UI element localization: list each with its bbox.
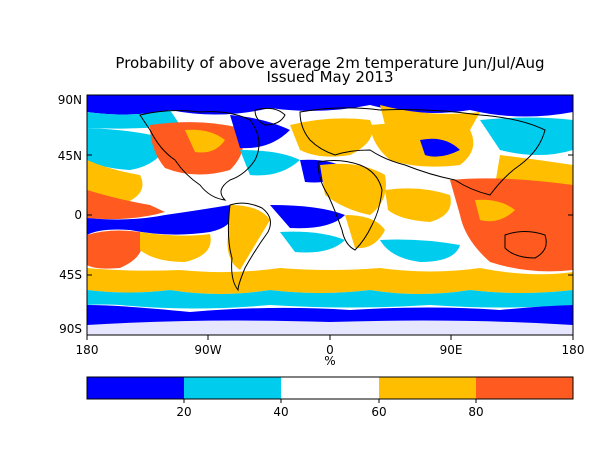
lat-label-90n: 90N bbox=[58, 93, 82, 107]
colorbar-bin-60-80 bbox=[379, 377, 476, 399]
title-line1: Probability of above average 2m temperat… bbox=[115, 54, 544, 72]
unit-label: % bbox=[324, 354, 335, 368]
lon-label-180e: 180 bbox=[562, 343, 585, 357]
colorbar-tick-80: 80 bbox=[468, 405, 483, 419]
colorbar-bin-0-20 bbox=[87, 377, 184, 399]
colorbar-bin-20-40 bbox=[184, 377, 281, 399]
lon-label-0: 0 bbox=[326, 343, 334, 357]
colorbar: 20 40 60 80 bbox=[86, 376, 574, 419]
colorbar-tick-20: 20 bbox=[176, 405, 191, 419]
lat-label-0: 0 bbox=[74, 208, 82, 222]
colorbar-tick-40: 40 bbox=[273, 405, 288, 419]
colorbar-bin-80-100 bbox=[476, 377, 573, 399]
lon-label-90e: 90E bbox=[440, 343, 463, 357]
lat-label-45n: 45N bbox=[58, 149, 82, 163]
probability-map bbox=[87, 95, 573, 335]
lon-label-180w: 180 bbox=[76, 343, 99, 357]
title-line2: Issued May 2013 bbox=[266, 68, 393, 86]
lat-label-45s: 45S bbox=[59, 268, 82, 282]
colorbar-tick-60: 60 bbox=[371, 405, 386, 419]
colorbar-frame bbox=[86, 376, 574, 400]
colorbar-bin-40-60 bbox=[281, 377, 379, 399]
lat-label-90s: 90S bbox=[59, 322, 82, 336]
coastlines bbox=[139, 107, 547, 292]
lon-label-90w: 90W bbox=[194, 343, 221, 357]
